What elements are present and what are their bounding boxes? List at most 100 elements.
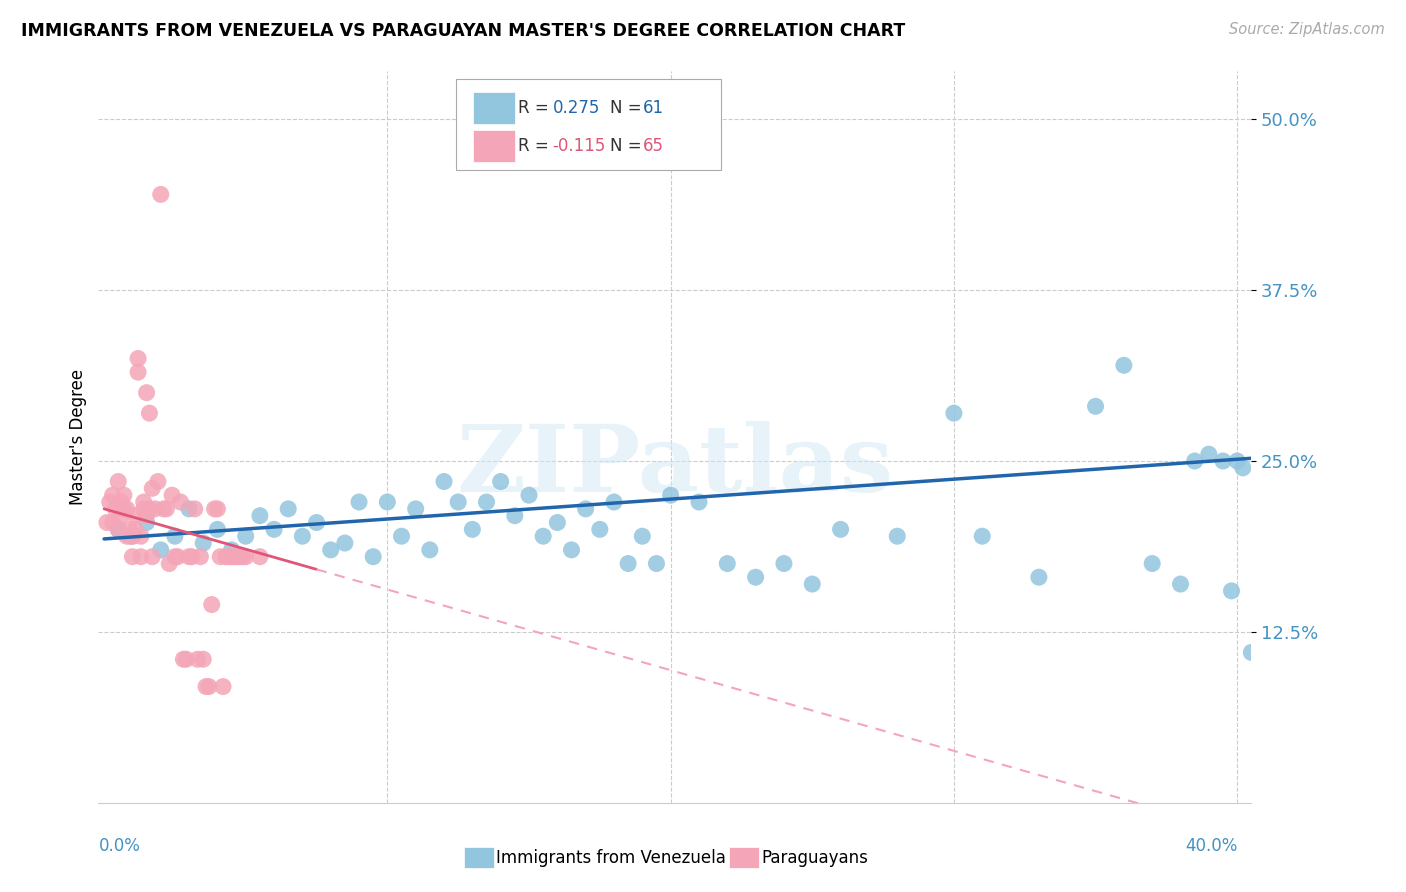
Point xyxy=(115,501,138,516)
Point xyxy=(1112,359,1135,373)
Point xyxy=(405,501,427,516)
Point xyxy=(716,557,738,571)
Point xyxy=(801,577,824,591)
Point xyxy=(132,495,155,509)
Point xyxy=(180,549,202,564)
Text: ZIPatlas: ZIPatlas xyxy=(457,421,893,511)
Point xyxy=(177,501,200,516)
Point xyxy=(347,495,370,509)
Point xyxy=(631,529,654,543)
Point xyxy=(319,542,342,557)
Point xyxy=(263,522,285,536)
Point xyxy=(169,495,191,509)
Point xyxy=(138,406,160,420)
Point xyxy=(163,529,186,543)
Point xyxy=(141,549,163,564)
Text: N =: N = xyxy=(610,137,647,155)
Text: Immigrants from Venezuela: Immigrants from Venezuela xyxy=(496,848,725,867)
Point xyxy=(104,501,127,516)
Point xyxy=(193,536,215,550)
Point xyxy=(149,187,172,202)
Point xyxy=(207,522,229,536)
Point xyxy=(249,508,271,523)
Point xyxy=(531,529,554,543)
Point xyxy=(1240,645,1263,659)
Point xyxy=(110,495,132,509)
Point xyxy=(174,652,197,666)
Text: R =: R = xyxy=(517,137,554,155)
Text: 65: 65 xyxy=(643,137,664,155)
Point xyxy=(224,549,246,564)
Text: N =: N = xyxy=(610,99,647,117)
Point xyxy=(305,516,328,530)
Point xyxy=(177,549,200,564)
Text: Source: ZipAtlas.com: Source: ZipAtlas.com xyxy=(1229,22,1385,37)
Point xyxy=(107,522,129,536)
Point xyxy=(232,549,254,564)
Point xyxy=(461,522,484,536)
Point xyxy=(172,652,194,666)
Point xyxy=(209,549,232,564)
Point xyxy=(138,501,160,516)
Point xyxy=(773,557,796,571)
Text: 61: 61 xyxy=(643,99,664,117)
Point xyxy=(201,598,224,612)
Text: IMMIGRANTS FROM VENEZUELA VS PARAGUAYAN MASTER'S DEGREE CORRELATION CHART: IMMIGRANTS FROM VENEZUELA VS PARAGUAYAN … xyxy=(21,22,905,40)
Point xyxy=(124,522,146,536)
Point xyxy=(1232,460,1254,475)
FancyBboxPatch shape xyxy=(472,130,515,162)
Point xyxy=(149,542,172,557)
Point xyxy=(603,495,626,509)
Point xyxy=(688,495,710,509)
Point xyxy=(333,536,356,550)
Point xyxy=(127,351,149,366)
Point xyxy=(190,549,212,564)
Point xyxy=(98,495,121,509)
Point xyxy=(589,522,612,536)
Point xyxy=(475,495,498,509)
Point xyxy=(1220,583,1243,598)
Point xyxy=(101,488,124,502)
Point xyxy=(135,516,157,530)
Point xyxy=(107,475,129,489)
Point xyxy=(101,516,124,530)
Point xyxy=(118,522,141,536)
Point xyxy=(110,508,132,523)
Point xyxy=(433,475,456,489)
Point xyxy=(1184,454,1206,468)
Point xyxy=(141,481,163,495)
Point xyxy=(215,549,238,564)
Text: 40.0%: 40.0% xyxy=(1185,837,1237,855)
FancyBboxPatch shape xyxy=(472,92,515,124)
FancyBboxPatch shape xyxy=(464,847,494,868)
Point xyxy=(127,365,149,379)
Text: 0.0%: 0.0% xyxy=(98,837,141,855)
Point xyxy=(1140,557,1163,571)
Point xyxy=(160,488,183,502)
Point xyxy=(121,529,143,543)
Point xyxy=(419,542,441,557)
Point xyxy=(744,570,766,584)
Text: 0.275: 0.275 xyxy=(553,99,600,117)
Point xyxy=(218,549,240,564)
Point xyxy=(118,529,141,543)
Point xyxy=(135,508,157,523)
Point xyxy=(391,529,413,543)
Point xyxy=(575,501,598,516)
Text: R =: R = xyxy=(517,99,554,117)
Point xyxy=(377,495,399,509)
Point xyxy=(503,508,526,523)
Point xyxy=(107,522,129,536)
Point xyxy=(96,516,118,530)
Point xyxy=(135,385,157,400)
Point xyxy=(1212,454,1234,468)
Point xyxy=(212,680,235,694)
Point xyxy=(291,529,314,543)
Point xyxy=(659,488,682,502)
Point xyxy=(112,488,135,502)
Point xyxy=(972,529,994,543)
Point xyxy=(489,475,512,489)
Point xyxy=(166,549,188,564)
Point xyxy=(617,557,640,571)
Point xyxy=(221,549,243,564)
